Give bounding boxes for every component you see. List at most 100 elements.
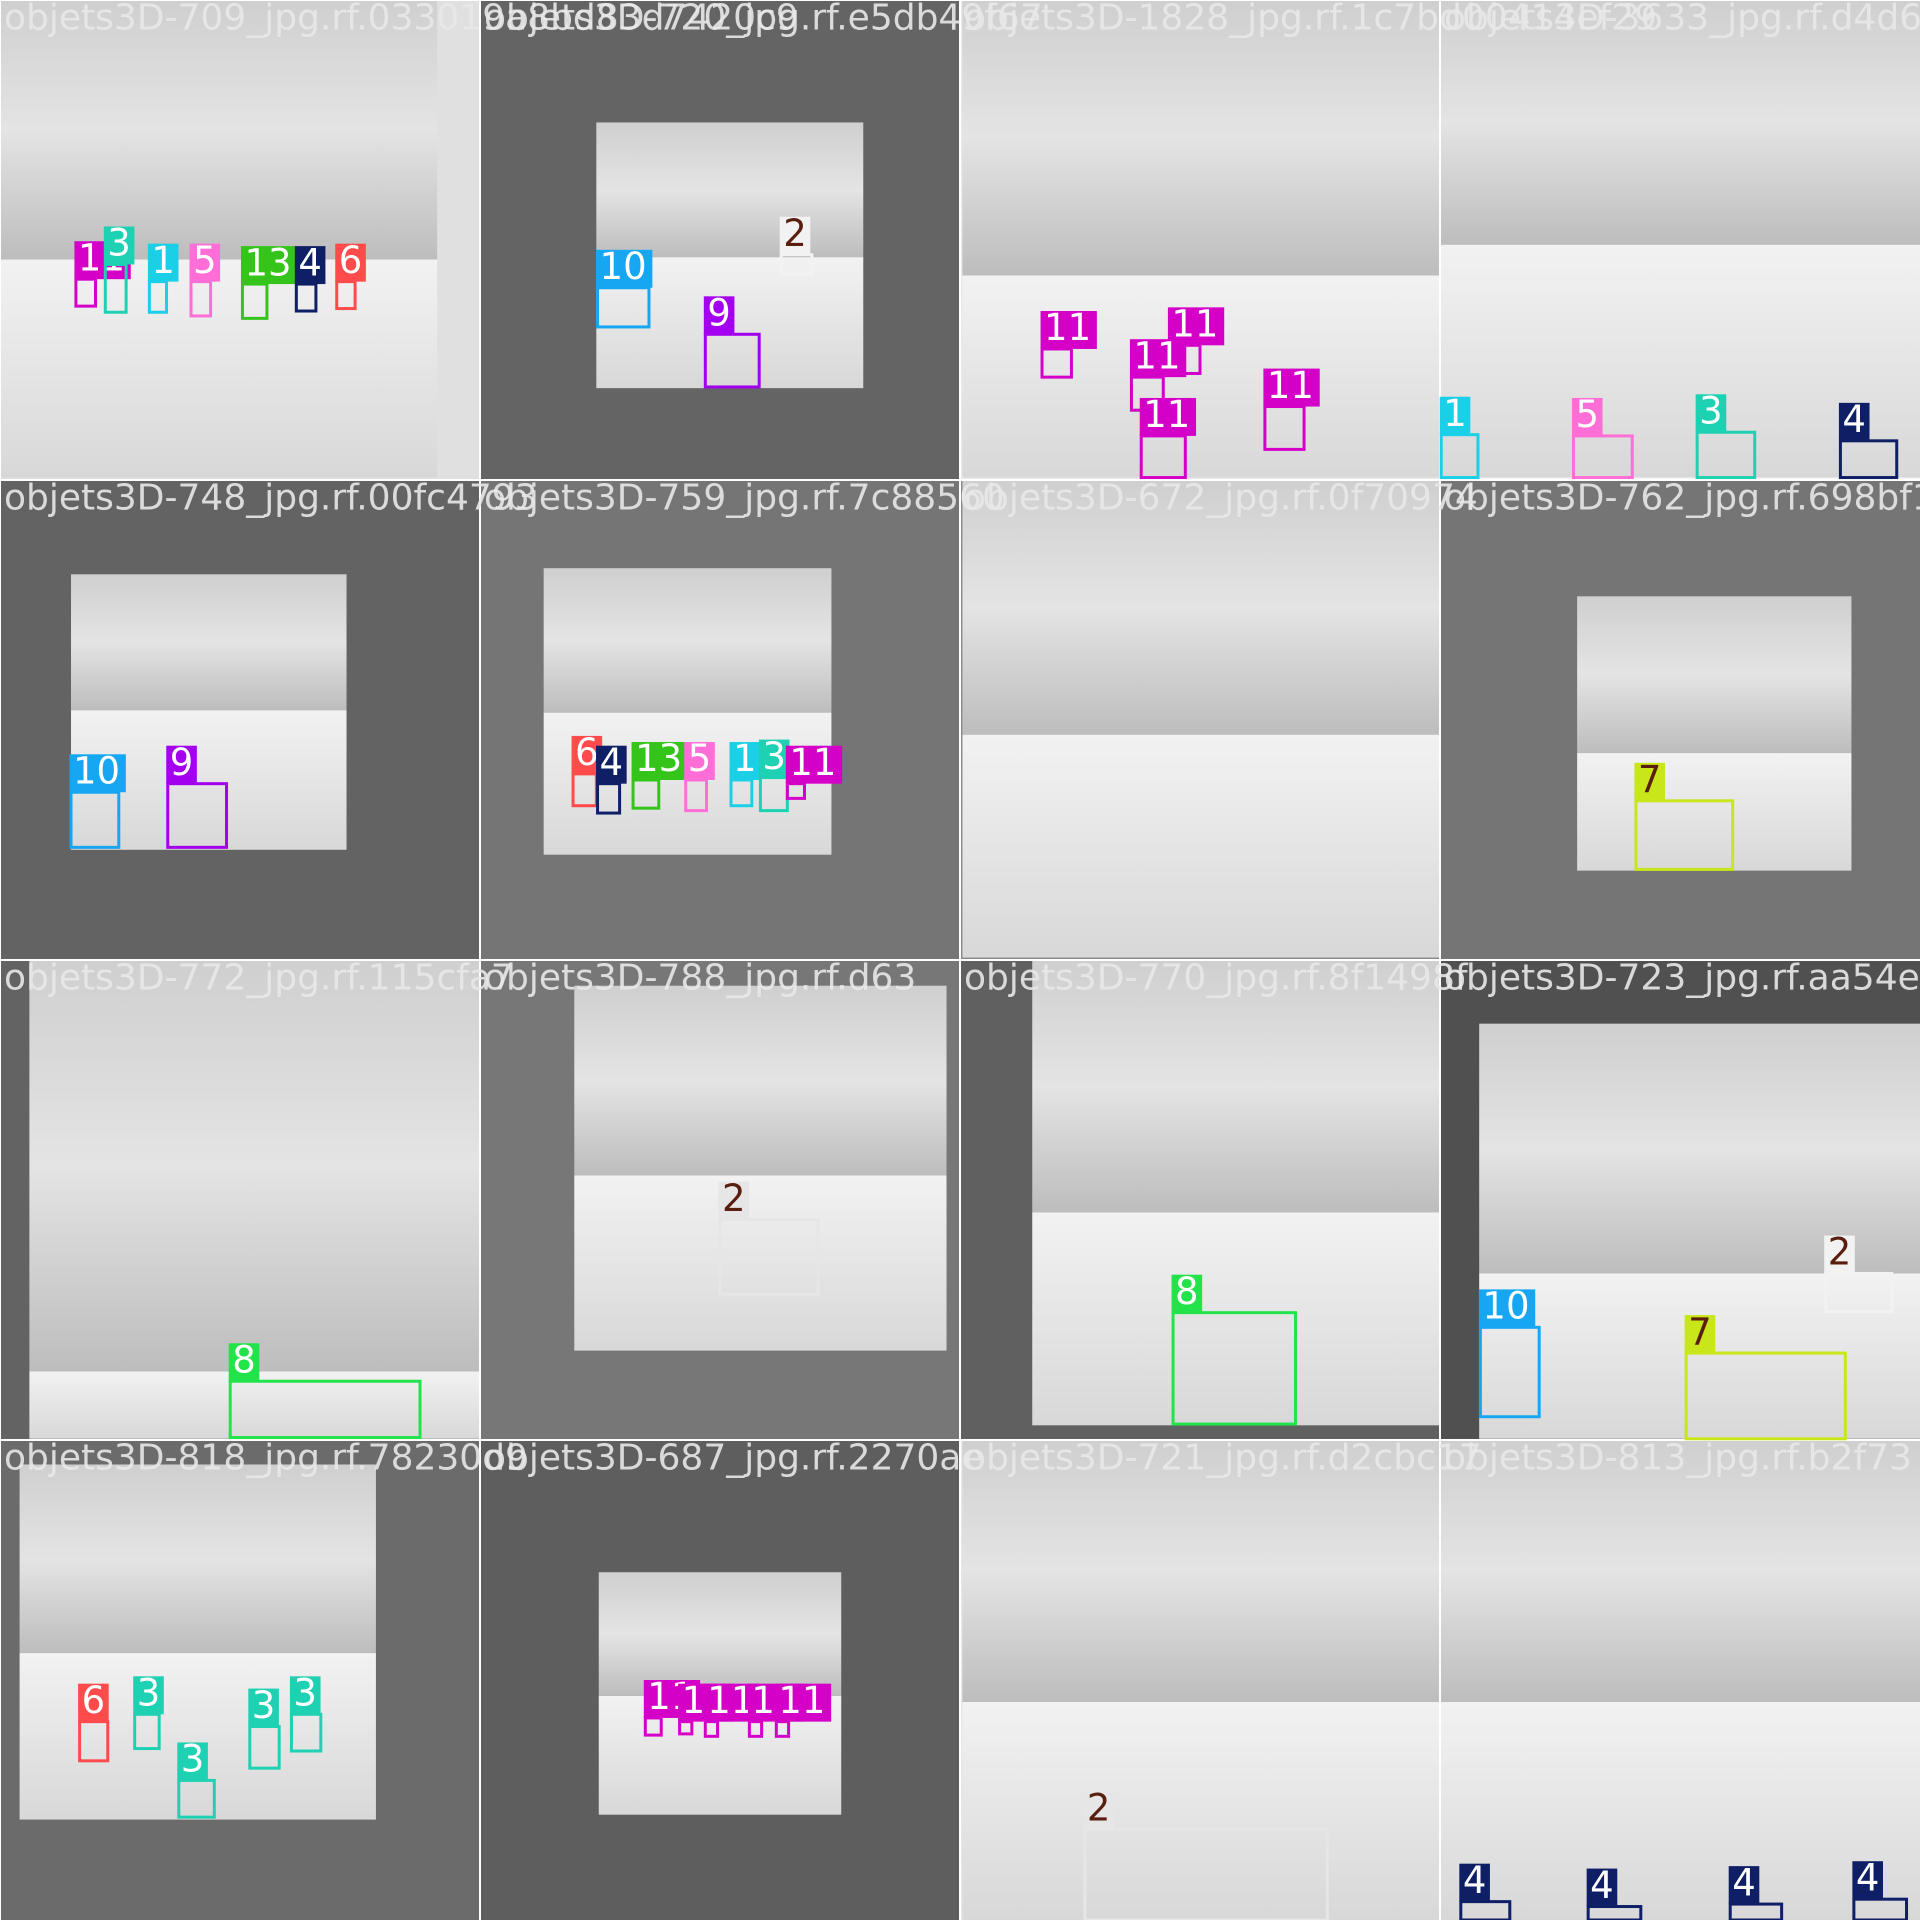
- label-background: [147, 243, 179, 282]
- label-background: [684, 742, 715, 780]
- detection: 7: [1684, 1310, 1847, 1441]
- detection: 3: [758, 735, 790, 813]
- tile: [959, 959, 1440, 1440]
- image-filename: objets3D-818_jpg.rf.78230d9: [4, 1438, 528, 1479]
- tile: [479, 0, 960, 480]
- class-label: 4: [298, 241, 322, 284]
- tile: [1439, 1439, 1920, 1920]
- photo-wall: [0, 0, 438, 260]
- tile: [0, 959, 480, 1440]
- label-background: [1684, 1315, 1716, 1354]
- class-label: 4: [600, 741, 624, 784]
- label-background: [774, 1683, 832, 1722]
- detection: 11: [1040, 306, 1097, 379]
- class-label: 4: [1732, 1861, 1756, 1904]
- image-filename: objets3D-720_jpg.rf.e5db49f67: [484, 0, 1043, 39]
- class-label: 7: [1688, 1310, 1712, 1353]
- photo-wall: [543, 568, 832, 713]
- detection: 9: [703, 292, 761, 389]
- class-label: 2: [1087, 1787, 1111, 1830]
- bounding-box: [1634, 799, 1735, 871]
- detection: 1: [147, 239, 179, 314]
- label-background: [1852, 1861, 1883, 1900]
- photo-wall: [598, 1572, 842, 1696]
- label-background: [69, 754, 126, 793]
- label-background: [1139, 397, 1197, 436]
- detection: 3: [177, 1738, 216, 1819]
- label-background: [1695, 394, 1727, 433]
- detection: 6: [571, 731, 603, 808]
- bounding-box: [74, 277, 98, 308]
- tile: [479, 479, 960, 960]
- detection: 11: [785, 741, 843, 800]
- photo-wall: [1577, 596, 1852, 754]
- class-label: 11: [789, 741, 836, 784]
- bounding-box: [335, 280, 357, 311]
- image-filename: objets3D-788_jpg.rf.d63: [484, 958, 916, 999]
- tile: [0, 0, 480, 480]
- detection: 3: [248, 1684, 281, 1770]
- image-filename: objets3D-772_jpg.rf.115cfa7: [4, 958, 514, 999]
- class-label: 3: [762, 735, 786, 778]
- detection: 2: [1824, 1231, 1894, 1313]
- label-background: [779, 216, 811, 255]
- class-label: 2: [722, 1177, 746, 1220]
- class-label: 10: [1482, 1285, 1529, 1328]
- tile: [1439, 479, 1920, 960]
- detection: 8: [1171, 1270, 1298, 1426]
- class-label: 6: [339, 239, 363, 282]
- photo-floor: [1440, 1702, 1920, 1920]
- label-background: [240, 246, 298, 285]
- label-background: [335, 243, 366, 282]
- detection: 5: [189, 239, 221, 318]
- detection: 8: [228, 1338, 422, 1440]
- detection: 13: [631, 737, 688, 810]
- label-background: [1728, 1866, 1760, 1905]
- photo-floor: [962, 734, 1440, 958]
- label-background: [166, 745, 197, 784]
- label-background: [1586, 1868, 1618, 1907]
- bounding-box: [166, 782, 229, 849]
- detection: 11: [1129, 334, 1187, 412]
- label-background: [1838, 402, 1870, 441]
- label-background: [1634, 762, 1666, 801]
- detection: 6: [335, 239, 366, 311]
- class-label: 3: [137, 1672, 161, 1715]
- class-label: 4: [1856, 1856, 1880, 1899]
- class-label: 11: [707, 1679, 754, 1722]
- label-background: [1167, 307, 1225, 346]
- bounding-box: [189, 280, 213, 318]
- tile: [959, 479, 1440, 960]
- label-background: [596, 745, 627, 784]
- photo-wall: [596, 122, 864, 258]
- label-background: [1263, 368, 1320, 407]
- detection: 10: [1478, 1285, 1541, 1419]
- class-label: 11: [1143, 393, 1190, 436]
- label-background: [177, 1742, 208, 1781]
- class-label: 3: [293, 1672, 317, 1715]
- class-label: 11: [1171, 303, 1218, 346]
- detection: 4: [1586, 1864, 1643, 1920]
- class-label: 4: [1842, 398, 1866, 441]
- bounding-box: [1684, 1351, 1847, 1441]
- label-background: [596, 249, 653, 288]
- detection: 4: [596, 741, 627, 815]
- detection: 3: [289, 1672, 323, 1753]
- photo-floor: [1032, 1212, 1440, 1426]
- detection: 4: [1852, 1856, 1909, 1920]
- label-background: [1571, 397, 1603, 436]
- image-filename: objets3D-1828_jpg.rf.1c7bd00414ef29: [964, 0, 1657, 39]
- tile: [1439, 959, 1920, 1440]
- class-label: 1: [1443, 392, 1467, 435]
- label-background: [758, 739, 790, 778]
- label-background: [228, 1343, 260, 1382]
- detection: 11: [1167, 303, 1225, 375]
- class-label: 13: [635, 737, 682, 780]
- photo-floor: [574, 1175, 947, 1351]
- detection: 11: [774, 1679, 832, 1738]
- image-filename: objets3D-672_jpg.rf.0f70974: [964, 478, 1478, 519]
- label-background: [1459, 1863, 1490, 1902]
- label-background: [1040, 311, 1097, 349]
- label-background: [1083, 1791, 1115, 1830]
